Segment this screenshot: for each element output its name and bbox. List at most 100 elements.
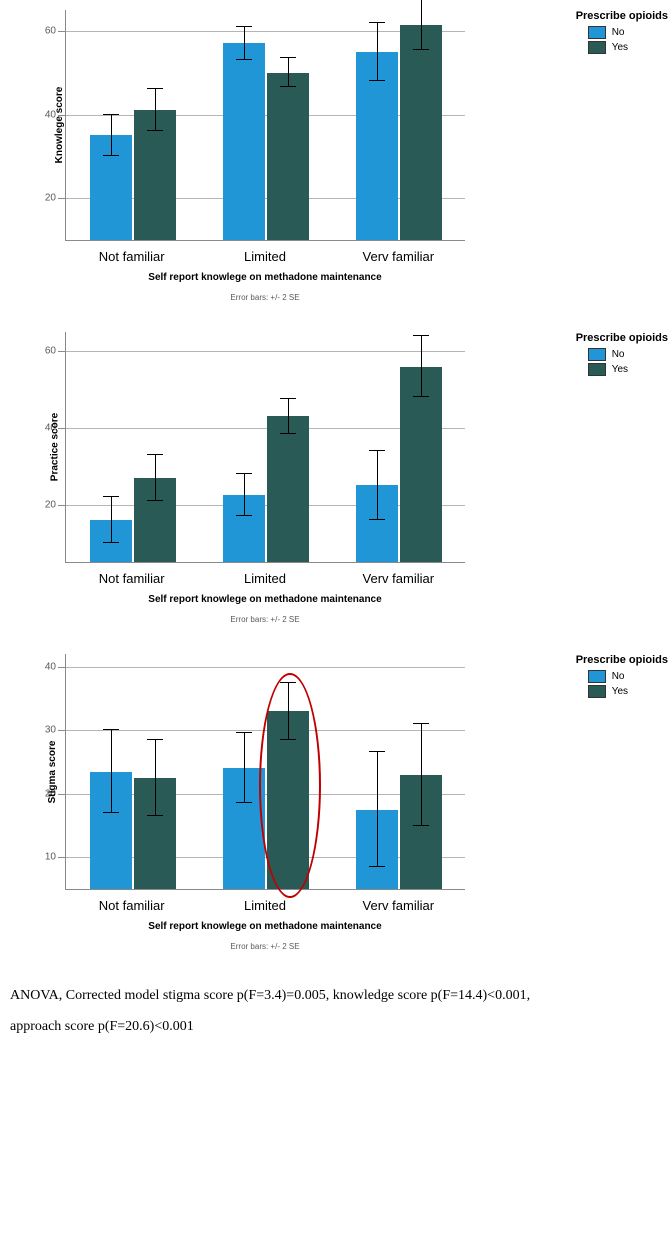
error-cap bbox=[236, 732, 252, 733]
error-cap bbox=[369, 22, 385, 23]
error-cap bbox=[236, 26, 252, 27]
bar-no bbox=[90, 135, 132, 240]
y-tick-label: 10 bbox=[45, 852, 66, 863]
x-category-label: Verv familiar bbox=[332, 571, 465, 586]
bar-yes bbox=[267, 416, 309, 562]
error-cap bbox=[369, 450, 385, 451]
legend-swatch bbox=[588, 670, 606, 683]
error-bar bbox=[155, 455, 156, 501]
error-cap bbox=[103, 812, 119, 813]
x-category-label: Not familiar bbox=[65, 898, 198, 913]
y-tick-label: 30 bbox=[45, 725, 66, 736]
caption-line-1: ANOVA, Corrected model stigma score p(F=… bbox=[10, 988, 530, 1003]
error-cap bbox=[103, 496, 119, 497]
bar-no bbox=[223, 768, 265, 889]
x-category-label: Limited bbox=[198, 571, 331, 586]
anova-caption: ANOVA, Corrected model stigma score p(F=… bbox=[10, 981, 668, 1043]
bar-no bbox=[356, 52, 398, 240]
error-bar bbox=[288, 399, 289, 434]
legend-item: No bbox=[588, 26, 668, 39]
x-axis-title: Self report knowlege on methadone mainte… bbox=[65, 594, 465, 605]
error-cap bbox=[147, 454, 163, 455]
x-labels: Not familiarLimitedVerv familiar bbox=[65, 249, 465, 264]
legend-label: No bbox=[612, 671, 625, 682]
y-tick-label: 40 bbox=[45, 661, 66, 672]
error-bar bbox=[155, 89, 156, 131]
legend-item: Yes bbox=[588, 41, 668, 54]
legend: Prescribe opioidsNoYes bbox=[576, 10, 668, 56]
error-note: Error bars: +/- 2 SE bbox=[65, 615, 465, 624]
y-axis-title: Practice score bbox=[50, 413, 61, 481]
chart-stigma: Prescribe opioidsNoYes10203040Stigma sco… bbox=[10, 654, 668, 951]
legend-label: No bbox=[612, 349, 625, 360]
error-cap bbox=[280, 398, 296, 399]
legend-item: No bbox=[588, 348, 668, 361]
error-cap bbox=[236, 473, 252, 474]
bar-yes bbox=[400, 367, 442, 563]
x-category-label: Limited bbox=[198, 249, 331, 264]
plot: 204060Knowlege score bbox=[65, 10, 465, 241]
error-cap bbox=[103, 114, 119, 115]
legend-swatch bbox=[588, 26, 606, 39]
legend-swatch bbox=[588, 348, 606, 361]
y-tick-label: 60 bbox=[45, 25, 66, 36]
error-note: Error bars: +/- 2 SE bbox=[65, 293, 465, 302]
x-axis-title: Self report knowlege on methadone mainte… bbox=[65, 272, 465, 283]
legend-label: No bbox=[612, 27, 625, 38]
chart-area: 204060Practice score Not familiarLimitedV… bbox=[65, 332, 465, 624]
x-labels: Not familiarLimitedVerv familiar bbox=[65, 898, 465, 913]
bar-no bbox=[223, 43, 265, 240]
bar-yes bbox=[400, 25, 442, 240]
error-cap bbox=[369, 751, 385, 752]
error-cap bbox=[147, 815, 163, 816]
y-tick-label: 20 bbox=[45, 499, 66, 510]
x-category-label: Not familiar bbox=[65, 571, 198, 586]
error-cap bbox=[413, 825, 429, 826]
y-axis-title: Stigma score bbox=[47, 740, 58, 803]
error-cap bbox=[280, 433, 296, 434]
error-cap bbox=[147, 500, 163, 501]
error-bar bbox=[111, 730, 112, 813]
x-category-label: Not familiar bbox=[65, 249, 198, 264]
bar-yes bbox=[400, 775, 442, 889]
legend-item: Yes bbox=[588, 363, 668, 376]
error-cap bbox=[147, 739, 163, 740]
error-cap bbox=[280, 57, 296, 58]
error-cap bbox=[236, 515, 252, 516]
x-category-label: Verv familiar bbox=[332, 898, 465, 913]
error-bar bbox=[377, 23, 378, 82]
bar-yes bbox=[267, 711, 309, 889]
grid-line bbox=[66, 351, 465, 352]
error-cap bbox=[413, 49, 429, 50]
error-bar bbox=[155, 740, 156, 816]
legend-title: Prescribe opioids bbox=[576, 332, 668, 344]
bar-yes bbox=[134, 478, 176, 562]
plot: 204060Practice score bbox=[65, 332, 465, 563]
error-bar bbox=[111, 115, 112, 157]
error-bar bbox=[288, 58, 289, 87]
y-axis-title: Knowlege score bbox=[54, 87, 65, 164]
error-cap bbox=[280, 682, 296, 683]
legend: Prescribe opioids No Yes bbox=[576, 332, 668, 378]
legend-label: Yes bbox=[612, 686, 628, 697]
bar-no bbox=[223, 495, 265, 562]
error-bar bbox=[111, 497, 112, 543]
error-cap bbox=[369, 519, 385, 520]
bar-no bbox=[90, 772, 132, 890]
legend-swatch bbox=[588, 41, 606, 54]
error-bar bbox=[421, 336, 422, 397]
error-cap bbox=[413, 723, 429, 724]
legend: Prescribe opioidsNoYes bbox=[576, 654, 668, 700]
chart-area: 10203040Stigma scoreNot familiarLimitedV… bbox=[65, 654, 465, 951]
error-bar bbox=[244, 733, 245, 803]
error-cap bbox=[147, 130, 163, 131]
y-tick-label: 20 bbox=[45, 193, 66, 204]
error-cap bbox=[413, 396, 429, 397]
legend-item: No bbox=[588, 670, 668, 683]
bar-no bbox=[90, 520, 132, 562]
legend-swatch bbox=[588, 685, 606, 698]
error-cap bbox=[369, 866, 385, 867]
bar-yes bbox=[134, 778, 176, 889]
error-note: Error bars: +/- 2 SE bbox=[65, 942, 465, 951]
y-tick-label: 60 bbox=[45, 346, 66, 357]
